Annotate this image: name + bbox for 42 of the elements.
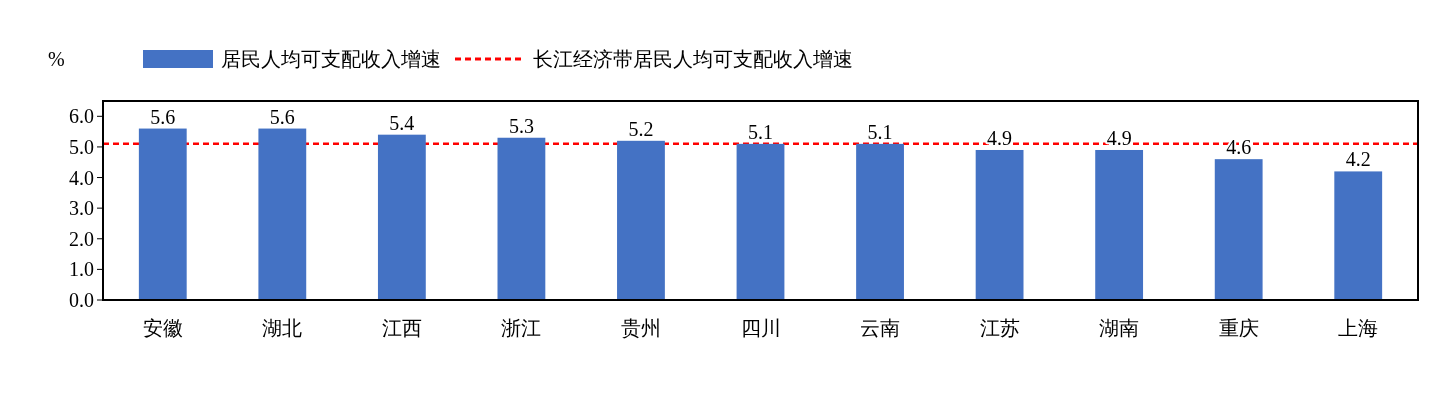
bar [377,134,426,300]
x-tick-label: 贵州 [620,317,661,339]
data-label: 4.9 [987,126,1013,149]
x-tick-label: 重庆 [1218,317,1259,339]
y-tick-label: 0.0 [69,289,94,311]
y-tick-label: 2.0 [69,227,94,250]
legend-label: 居民人均可支配收入增速 [221,48,441,70]
data-label: 5.2 [628,117,654,140]
x-tick-label: 江西 [381,317,422,339]
data-label: 5.1 [748,120,773,143]
data-label: 4.9 [1106,126,1132,149]
bar [1334,171,1383,300]
x-tick-label: 云南 [860,317,901,339]
y-tick-label: 6.0 [69,105,94,128]
x-tick-label: 安徽 [142,317,183,339]
bar [1095,149,1144,300]
bar [1214,159,1263,300]
x-tick-label: 上海 [1338,317,1379,339]
data-label: 5.6 [269,105,295,128]
data-label: 5.6 [150,105,176,128]
data-label: 5.3 [508,114,534,137]
y-tick-label: 5.0 [69,135,94,158]
y-tick-label: 4.0 [69,166,94,189]
data-label: 4.2 [1345,148,1371,171]
legend-label: 长江经济带居民人均可支配收入增速 [533,48,853,70]
x-tick-label: 四川 [740,317,781,339]
y-tick-label: 1.0 [69,258,94,281]
bar [736,143,785,300]
y-tick-label: 3.0 [69,197,94,220]
bar [138,128,187,300]
bar [258,128,307,300]
bar [975,149,1024,300]
bar [497,137,546,300]
bar [617,140,665,300]
x-tick-label: 浙江 [501,317,542,339]
data-label: 5.1 [867,120,893,143]
x-tick-label: 江苏 [979,317,1020,339]
y-axis-title: % [48,48,65,70]
data-label: 5.4 [389,111,415,134]
x-tick-label: 湖南 [1099,317,1140,339]
bar [856,143,904,300]
x-tick-label: 湖北 [262,317,303,339]
